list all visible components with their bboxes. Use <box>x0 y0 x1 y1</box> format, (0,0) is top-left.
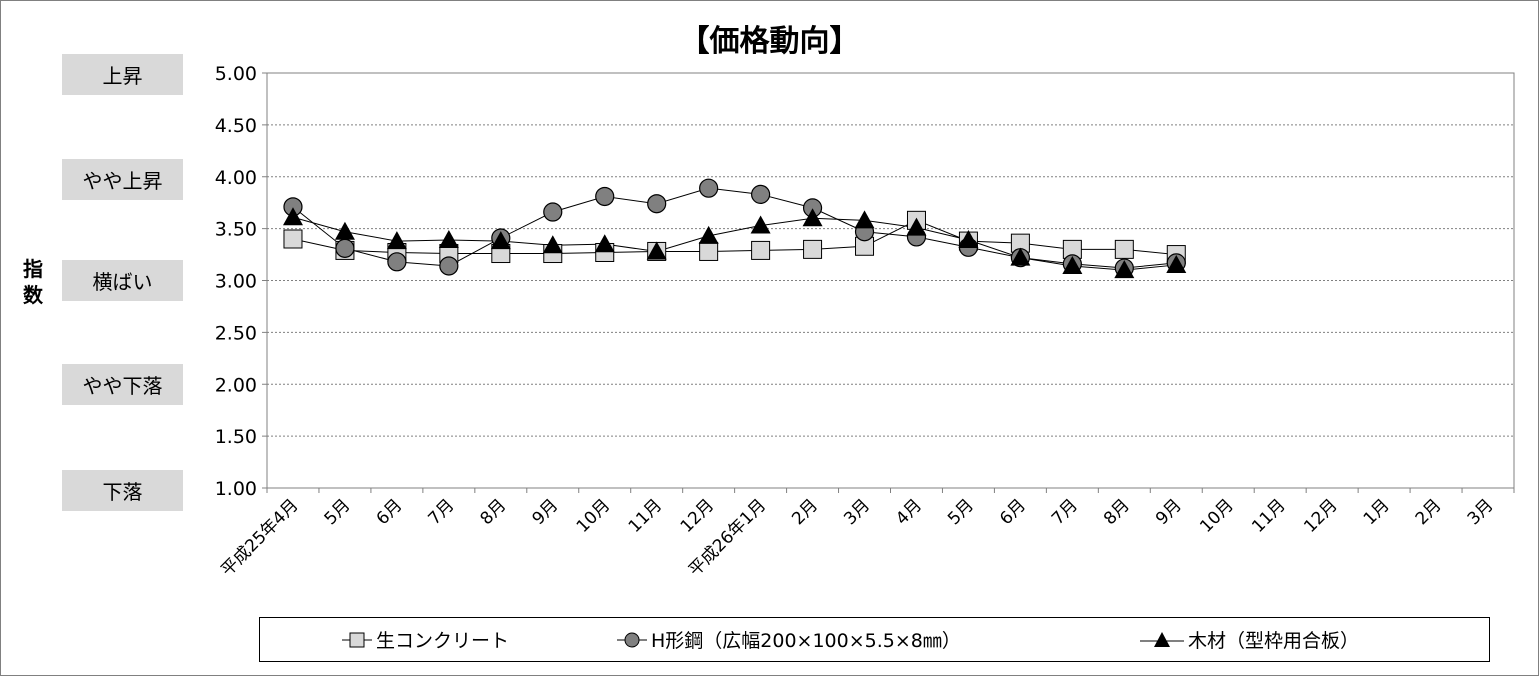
circle-marker <box>647 194 667 214</box>
triangle-marker <box>594 234 615 253</box>
x-tick-label: 4月 <box>892 495 926 529</box>
x-tick-label: 11月 <box>1248 495 1289 536</box>
triangle-marker <box>386 231 407 250</box>
series-line <box>292 219 1177 256</box>
y-tick-label: 1.00 <box>215 478 257 500</box>
square-marker <box>751 240 771 260</box>
circle-marker <box>699 178 719 198</box>
band-label-slight-rise: やや上昇 <box>62 159 183 200</box>
x-tick-label: 6月 <box>996 495 1030 529</box>
legend-label-lumber: 木材（型枠用合板） <box>1188 630 1360 652</box>
legend-item-concrete: 生コンクリート <box>342 618 509 661</box>
triangle-marker <box>1062 255 1083 274</box>
y-axis-title: 指数 <box>23 257 43 307</box>
y-tick-label: 2.50 <box>215 322 257 344</box>
band-label-fall: 下落 <box>62 470 183 511</box>
circle-marker-icon <box>617 632 647 647</box>
x-tick-label: 8月 <box>1100 495 1134 529</box>
triangle-marker <box>1114 260 1135 279</box>
x-tick-label: 平成25年4月 <box>217 495 302 580</box>
triangle-marker <box>698 225 719 244</box>
y-tick-label: 5.00 <box>215 63 257 85</box>
y-tick-label: 3.00 <box>215 271 257 293</box>
triangle-marker <box>542 235 563 254</box>
band-label-rise: 上昇 <box>62 54 183 95</box>
triangle-marker <box>854 210 875 229</box>
x-tick-label: 7月 <box>1048 495 1082 529</box>
square-marker <box>1114 239 1134 259</box>
triangle-marker <box>958 230 979 249</box>
legend-item-h-steel: H形鋼（広幅200×100×5.5×8㎜） <box>617 618 961 661</box>
circle-marker <box>387 252 407 272</box>
x-tick-label: 11月 <box>625 495 666 536</box>
triangle-marker <box>490 231 511 250</box>
x-tick-label: 2月 <box>788 495 822 529</box>
x-tick-label: 7月 <box>425 495 459 529</box>
square-marker <box>283 229 303 249</box>
band-label-slight-fall: やや下落 <box>62 364 183 405</box>
triangle-marker <box>282 207 303 226</box>
triangle-marker <box>438 230 459 249</box>
x-tick-label: 5月 <box>321 495 355 529</box>
triangle-marker <box>802 208 823 227</box>
square-marker <box>699 241 719 261</box>
series-line <box>292 216 1177 271</box>
y-tick-label: 4.00 <box>215 167 257 189</box>
series-line <box>292 187 1177 269</box>
band-label-flat: 横ばい <box>62 260 183 301</box>
x-tick-label: 3月 <box>1464 495 1498 529</box>
circle-marker <box>335 238 355 258</box>
plot-border <box>266 72 1515 489</box>
triangle-marker-icon <box>1140 631 1184 647</box>
x-tick-label: 9月 <box>528 495 562 529</box>
x-tick-label: 5月 <box>944 495 978 529</box>
y-tick-label: 1.50 <box>215 426 257 448</box>
triangle-marker <box>334 221 355 240</box>
x-tick-label: 1月 <box>1360 495 1394 529</box>
triangle-marker <box>1010 247 1031 266</box>
triangle-marker <box>646 241 667 260</box>
square-marker-icon <box>342 632 372 647</box>
legend-label-h-steel: H形鋼（広幅200×100×5.5×8㎜） <box>651 630 961 652</box>
legend-label-concrete: 生コンクリート <box>376 630 510 652</box>
square-marker <box>803 239 823 259</box>
x-tick-label: 2月 <box>1412 495 1446 529</box>
y-tick-label: 2.00 <box>215 374 257 396</box>
circle-marker <box>751 184 771 204</box>
x-tick-label: 8月 <box>477 495 511 529</box>
x-tick-label: 9月 <box>1152 495 1186 529</box>
triangle-marker <box>750 215 771 234</box>
chart-title: 【価格動向】 <box>679 24 860 59</box>
x-tick-label: 12月 <box>677 495 718 536</box>
x-tick-label: 10月 <box>1196 495 1237 536</box>
circle-marker <box>595 186 615 207</box>
x-tick-label: 3月 <box>840 495 874 529</box>
x-tick-label: 12月 <box>1300 495 1341 536</box>
x-tick-label: 6月 <box>373 495 407 529</box>
triangle-marker <box>1166 254 1187 273</box>
circle-marker <box>439 256 459 276</box>
legend-item-lumber: 木材（型枠用合板） <box>1140 618 1359 661</box>
x-tick-label: 10月 <box>573 495 614 536</box>
circle-marker <box>543 202 563 222</box>
y-tick-label: 4.50 <box>215 115 257 137</box>
legend: 生コンクリート H形鋼（広幅200×100×5.5×8㎜） 木材（型枠用合板） <box>259 617 1490 662</box>
y-tick-label: 3.50 <box>215 219 257 241</box>
triangle-marker <box>906 217 927 236</box>
